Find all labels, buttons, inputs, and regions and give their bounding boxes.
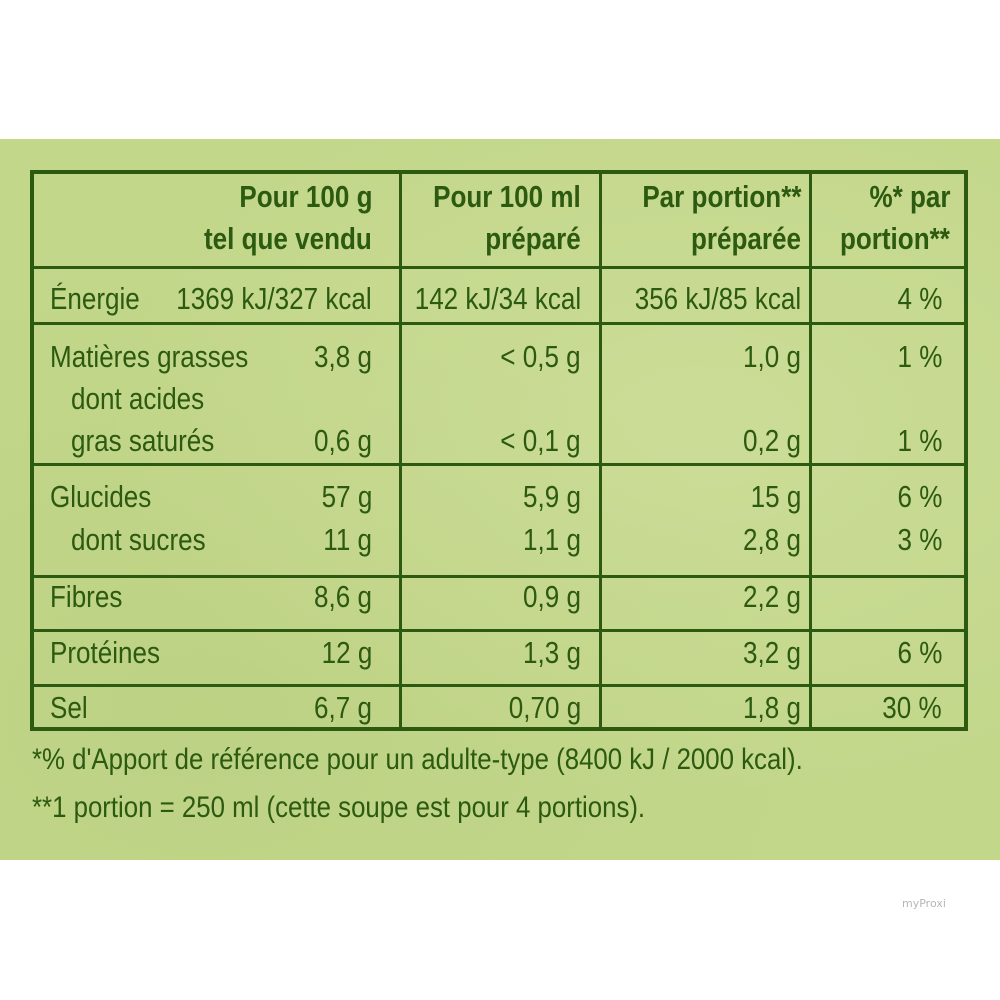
nutrition-panel: Pour 100 g tel que vendu Pour 100 ml pré… (0, 139, 1000, 860)
row-divider (34, 322, 964, 325)
cell-glucides-ri: 6 % (897, 479, 942, 514)
cell-energie-portion: 356 kJ/85 kcal (634, 281, 801, 316)
cell-fibres-100g: 8,6 g (314, 579, 372, 614)
cell-energie-ri: 4 % (897, 281, 942, 316)
row-label-matieres-grasses: Matières grasses (50, 339, 249, 374)
row-divider (34, 463, 964, 466)
cell-satures-100g: 0,6 g (314, 423, 372, 458)
row-divider (34, 575, 964, 578)
cell-satures-portion: 0,2 g (743, 423, 801, 458)
cell-sucres-ri: 3 % (897, 522, 942, 557)
cell-glucides-100ml: 5,9 g (523, 479, 581, 514)
cell-matieres-ri: 1 % (897, 339, 942, 374)
header-100g-line2: tel que vendu (204, 221, 372, 256)
column-divider (809, 174, 812, 727)
cell-satures-ri: 1 % (897, 423, 942, 458)
header-portion-line1: Par portion** (641, 179, 801, 214)
cell-satures-100ml: < 0,1 g (500, 423, 581, 458)
cell-glucides-portion: 15 g (750, 479, 801, 514)
row-label-energie: Énergie (50, 281, 140, 316)
footnote-reference-intake: *% d'Apport de référence pour un adulte-… (32, 743, 803, 776)
row-label-proteines: Protéines (50, 635, 161, 670)
cell-fibres-100ml: 0,9 g (523, 579, 581, 614)
row-label-satures-line1: dont acides (71, 381, 205, 416)
row-label-glucides: Glucides (50, 479, 152, 514)
row-label-fibres: Fibres (50, 579, 123, 614)
cell-fibres-portion: 2,2 g (743, 579, 801, 614)
cell-proteines-100g: 12 g (321, 635, 372, 670)
cell-sel-100g: 6,7 g (314, 690, 372, 725)
row-label-sel: Sel (50, 690, 88, 725)
cell-matieres-portion: 1,0 g (743, 339, 801, 374)
column-divider (599, 174, 602, 727)
cell-sucres-100ml: 1,1 g (523, 522, 581, 557)
cell-sel-100ml: 0,70 g (508, 690, 581, 725)
cell-sel-portion: 1,8 g (743, 690, 801, 725)
row-label-sucres: dont sucres (71, 522, 206, 557)
cell-sucres-portion: 2,8 g (743, 522, 801, 557)
cell-proteines-portion: 3,2 g (743, 635, 801, 670)
header-ri-line2: portion** (840, 221, 950, 256)
cell-sel-ri: 30 % (882, 690, 942, 725)
cell-glucides-100g: 57 g (321, 479, 372, 514)
header-portion-line2: préparée (690, 221, 801, 256)
watermark: myProxi (902, 897, 946, 910)
header-ri-line1: %* par (868, 179, 950, 214)
cell-energie-100ml: 142 kJ/34 kcal (414, 281, 581, 316)
cell-sucres-100g: 11 g (323, 522, 372, 557)
cell-matieres-100g: 3,8 g (314, 339, 372, 374)
cell-proteines-100ml: 1,3 g (523, 635, 581, 670)
cell-proteines-ri: 6 % (897, 635, 942, 670)
footnote-portion: **1 portion = 250 ml (cette soupe est po… (32, 791, 646, 824)
row-label-satures-line2: gras saturés (71, 423, 215, 458)
header-100ml-line1: Pour 100 ml (433, 179, 581, 214)
header-100ml-line2: préparé (485, 221, 581, 256)
row-divider (34, 684, 964, 687)
header-100g-line1: Pour 100 g (238, 179, 372, 214)
column-divider (399, 174, 402, 727)
cell-matieres-100ml: < 0,5 g (500, 339, 581, 374)
row-divider (34, 629, 964, 632)
nutrition-table: Pour 100 g tel que vendu Pour 100 ml pré… (30, 170, 968, 731)
cell-energie-100g: 1369 kJ/327 kcal (176, 281, 372, 316)
row-divider (34, 266, 964, 269)
